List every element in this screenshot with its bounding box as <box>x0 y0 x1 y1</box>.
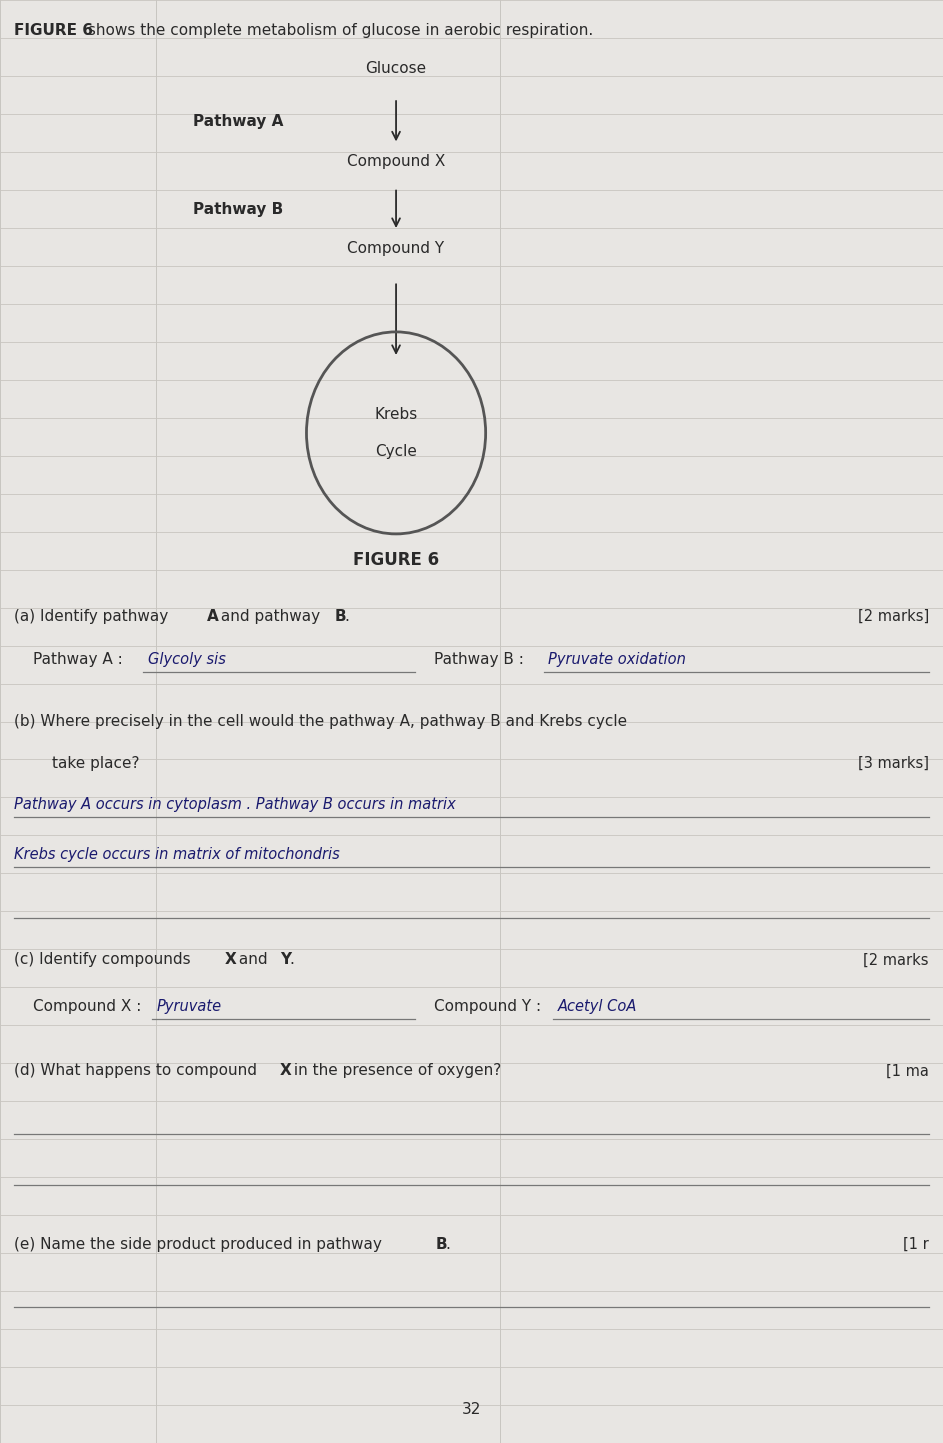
Text: (b) Where precisely in the cell would the pathway A, pathway B and Krebs cycle: (b) Where precisely in the cell would th… <box>14 714 627 729</box>
Text: Pathway A: Pathway A <box>192 114 283 128</box>
Text: shows the complete metabolism of glucose in aerobic respiration.: shows the complete metabolism of glucose… <box>83 23 593 38</box>
Text: FIGURE 6: FIGURE 6 <box>353 551 439 569</box>
Text: [2 marks: [2 marks <box>864 952 929 967</box>
Text: and pathway: and pathway <box>216 609 324 623</box>
Text: X: X <box>225 952 237 967</box>
Text: (c) Identify compounds: (c) Identify compounds <box>14 952 195 967</box>
Text: X: X <box>280 1063 291 1078</box>
Text: .: . <box>445 1237 450 1251</box>
Text: Glucose: Glucose <box>366 61 426 75</box>
Text: B: B <box>436 1237 447 1251</box>
Text: in the presence of oxygen?: in the presence of oxygen? <box>290 1063 502 1078</box>
Text: .: . <box>344 609 349 623</box>
Text: 32: 32 <box>462 1403 481 1417</box>
Text: A: A <box>207 609 219 623</box>
Text: [1 r: [1 r <box>903 1237 929 1251</box>
Text: Pathway A :: Pathway A : <box>33 652 127 667</box>
Text: Acetyl CoA: Acetyl CoA <box>557 999 637 1013</box>
Text: Krebs cycle occurs in matrix of mitochondris: Krebs cycle occurs in matrix of mitochon… <box>14 847 339 861</box>
Text: Pathway A occurs in cytoplasm . Pathway B occurs in matrix: Pathway A occurs in cytoplasm . Pathway … <box>14 797 455 811</box>
Text: Compound Y: Compound Y <box>348 241 444 255</box>
Text: .: . <box>290 952 294 967</box>
Text: (e) Name the side product produced in pathway: (e) Name the side product produced in pa… <box>14 1237 387 1251</box>
Text: Y: Y <box>280 952 291 967</box>
Text: Krebs: Krebs <box>374 407 418 421</box>
Text: (a) Identify pathway: (a) Identify pathway <box>14 609 174 623</box>
Text: Pyruvate oxidation: Pyruvate oxidation <box>549 652 687 667</box>
Text: FIGURE 6: FIGURE 6 <box>14 23 93 38</box>
Text: Glycoly sis: Glycoly sis <box>148 652 225 667</box>
Text: and: and <box>234 952 273 967</box>
Text: [2 marks]: [2 marks] <box>857 609 929 623</box>
Text: Pyruvate: Pyruvate <box>157 999 222 1013</box>
Text: Pathway B :: Pathway B : <box>434 652 528 667</box>
Text: Compound X :: Compound X : <box>33 999 146 1013</box>
Text: Compound Y :: Compound Y : <box>434 999 546 1013</box>
Text: (d) What happens to compound: (d) What happens to compound <box>14 1063 262 1078</box>
Text: Cycle: Cycle <box>375 444 417 459</box>
Text: B: B <box>335 609 347 623</box>
Text: [1 ma: [1 ma <box>886 1063 929 1078</box>
Text: take place?: take place? <box>52 756 140 771</box>
Text: [3 marks]: [3 marks] <box>858 756 929 771</box>
Text: Pathway B: Pathway B <box>192 202 283 216</box>
Text: Compound X: Compound X <box>347 154 445 169</box>
